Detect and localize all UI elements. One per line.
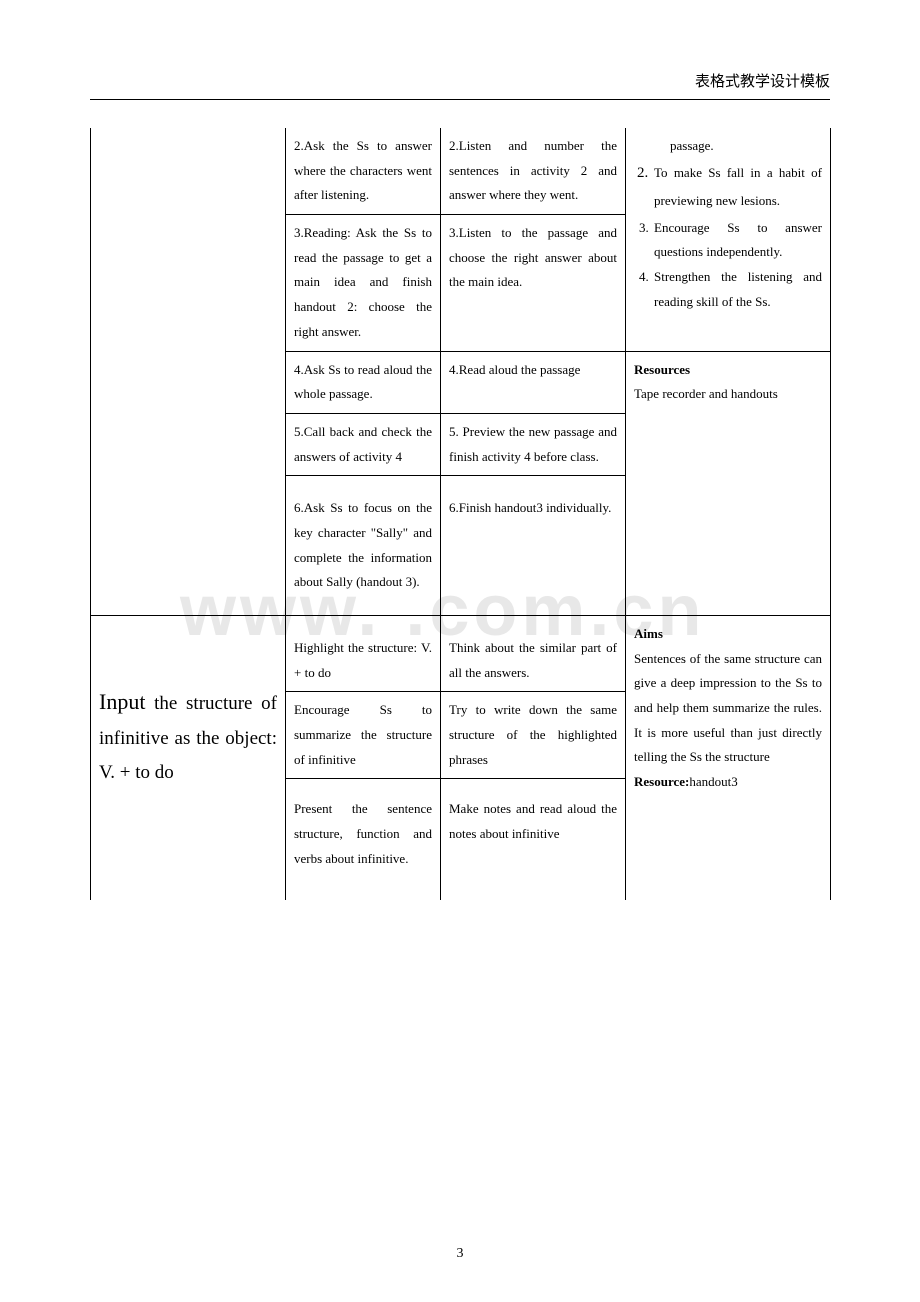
resources-title: Resources (634, 362, 690, 377)
s2-aims: Aims Sentences of the same structure can… (626, 616, 831, 900)
aims-pre: passage. (634, 134, 822, 159)
s2r2-student: Try to write down the same structure of … (441, 692, 626, 779)
aims-list: To make Ss fall in a habit of previewing… (634, 159, 822, 315)
s1-aims: passage. To make Ss fall in a habit of p… (626, 128, 831, 351)
s1r1-student: 2.Listen and number the sentences in act… (441, 128, 626, 215)
page-number: 3 (0, 1246, 920, 1262)
header-rule (90, 99, 830, 100)
section2-col1: Input the structure of infinitive as the… (91, 616, 286, 900)
s1r1-teacher: 2.Ask the Ss to answer where the charact… (286, 128, 441, 215)
s2-aims-text: Sentences of the same structure can give… (634, 651, 822, 765)
s1r3-teacher: 4.Ask Ss to read aloud the whole passage… (286, 351, 441, 413)
s1r4-teacher: 5.Call back and check the answers of act… (286, 413, 441, 475)
lesson-table: 2.Ask the Ss to answer where the charact… (90, 128, 831, 900)
s2r3-student: Make notes and read aloud the notes abou… (441, 779, 626, 900)
s1r5-student: 6.Finish handout3 individually. (441, 476, 626, 616)
s1r5-teacher: 6.Ask Ss to focus on the key character "… (286, 476, 441, 616)
s2-aims-title: Aims (634, 626, 663, 641)
s1-resources: Resources Tape recorder and handouts (626, 351, 831, 616)
s2r2-teacher: Encourage Ss to summarize the structure … (286, 692, 441, 779)
input-word: Input (99, 689, 145, 714)
s2-res-val: handout3 (689, 774, 737, 789)
aim-3: Encourage Ss to answer questions indepen… (652, 216, 822, 265)
s1r3-student: 4.Read aloud the passage (441, 351, 626, 413)
s1r4-student: 5. Preview the new passage and finish ac… (441, 413, 626, 475)
s2r1-teacher: Highlight the structure: V. + to do (286, 616, 441, 692)
section1-col1 (91, 128, 286, 616)
aim-4: Strengthen the listening and reading ski… (652, 265, 822, 314)
aim-2: To make Ss fall in a habit of previewing… (654, 165, 822, 209)
resources-text: Tape recorder and handouts (634, 386, 778, 401)
s2r3-teacher: Present the sentence structure, function… (286, 779, 441, 900)
s2-res-label: Resource: (634, 774, 689, 789)
s2r1-student: Think about the similar part of all the … (441, 616, 626, 692)
s1r2-teacher: 3.Reading: Ask the Ss to read the passag… (286, 215, 441, 351)
page-header: 表格式教学设计模板 (90, 70, 830, 91)
s1r2-student: 3.Listen to the passage and choose the r… (441, 215, 626, 351)
